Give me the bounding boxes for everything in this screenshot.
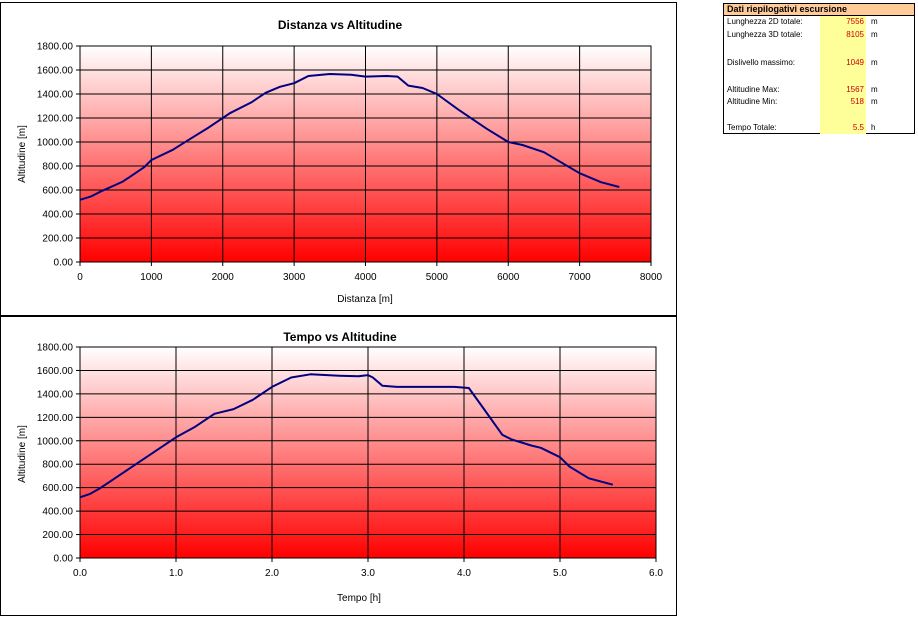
summary-row-alt-min: Altitudine Min: 518 m [724,96,914,107]
x-tick-label: 4000 [354,272,377,283]
x-tick-label: 1.0 [169,568,183,579]
summary-title: Dati riepilogativi escursione [724,4,914,16]
summary-value: 7556 [846,17,864,26]
summary-label: Altitudine Max: [727,85,780,94]
y-tick-label: 1600.00 [37,66,74,77]
y-tick-label: 600.00 [42,186,73,197]
x-axis-label: Tempo [h] [337,593,381,604]
y-tick-label: 1000.00 [37,138,74,149]
y-axis-label: Altitudine [m] [17,125,28,183]
summary-label: Dislivello massimo: [727,58,796,67]
x-tick-label: 6000 [497,272,520,283]
summary-value: 8105 [846,30,864,39]
y-tick-label: 0.00 [54,554,74,565]
y-tick-label: 200.00 [42,530,73,541]
summary-value: 1049 [846,58,864,67]
y-tick-label: 200.00 [42,234,73,245]
summary-unit: m [871,58,878,67]
y-tick-label: 800.00 [42,460,73,471]
summary-value: 5.5 [852,123,864,132]
x-tick-label: 5000 [426,272,449,283]
summary-label: Tempo Totale: [727,123,777,132]
y-tick-label: 400.00 [42,210,73,221]
x-tick-label: 8000 [640,272,663,283]
summary-values-column [820,16,866,134]
x-tick-label: 6.0 [649,568,663,579]
summary-label: Lunghezza 2D totale: [727,17,803,26]
chart-time-altitude-svg: Tempo vs Altitudine Tempo [h] Altitudine… [17,330,663,604]
x-tick-label: 2.0 [265,568,279,579]
y-tick-label: 1400.00 [37,90,74,101]
x-tick-label: 2000 [212,272,235,283]
altitude-series-line [79,73,620,201]
x-axis-label: Distanza [m] [337,294,393,305]
plot-border [79,346,657,559]
summary-unit: m [871,30,878,39]
summary-label: Altitudine Min: [727,97,778,106]
summary-unit: m [871,97,878,106]
x-tick-label: 1000 [140,272,163,283]
y-tick-label: 0.00 [54,258,74,269]
chart-title: Tempo vs Altitudine [283,330,397,344]
summary-unit: h [871,123,876,132]
summary-unit: m [871,17,878,26]
summary-value: 518 [850,97,864,106]
summary-value: 1567 [846,85,864,94]
y-tick-label: 1400.00 [37,389,74,400]
y-axis-label: Altitudine [m] [17,425,28,483]
summary-row-length-3d: Lunghezza 3D totale: 8105 m [724,29,914,40]
y-tick-label: 800.00 [42,162,73,173]
y-tick-label: 1800.00 [37,42,74,53]
x-tick-label: 4.0 [457,568,471,579]
chart-distance-altitude: Distanza vs Altitudine Distanza [m] Alti… [0,2,677,316]
chart-time-altitude: Tempo vs Altitudine Tempo [h] Altitudine… [0,316,677,616]
chart-distance-altitude-svg: Distanza vs Altitudine Distanza [m] Alti… [17,18,663,305]
x-tick-label: 0.0 [73,568,87,579]
y-tick-label: 1200.00 [37,114,74,125]
summary-label: Lunghezza 3D totale: [727,30,803,39]
plot-border [79,45,652,263]
summary-row-length-2d: Lunghezza 2D totale: 7556 m [724,16,914,27]
y-tick-label: 1200.00 [37,413,74,424]
x-tick-label: 3000 [283,272,306,283]
summary-row-max-drop: Dislivello massimo: 1049 m [724,57,914,68]
altitude-series-line [79,373,614,499]
x-tick-label: 0 [77,272,83,283]
chart-title: Distanza vs Altitudine [278,18,403,32]
summary-row-alt-max: Altitudine Max: 1567 m [724,84,914,95]
y-tick-label: 1800.00 [37,343,74,354]
summary-table: Dati riepilogativi escursione Lunghezza … [723,3,915,134]
summary-row-total-time: Tempo Totale: 5.5 h [724,122,914,133]
y-tick-label: 1000.00 [37,436,74,447]
summary-unit: m [871,85,878,94]
x-tick-label: 3.0 [361,568,375,579]
y-tick-label: 1600.00 [37,366,74,377]
x-tick-label: 7000 [569,272,592,283]
y-tick-label: 400.00 [42,507,73,518]
x-tick-label: 5.0 [553,568,567,579]
y-tick-label: 600.00 [42,483,73,494]
